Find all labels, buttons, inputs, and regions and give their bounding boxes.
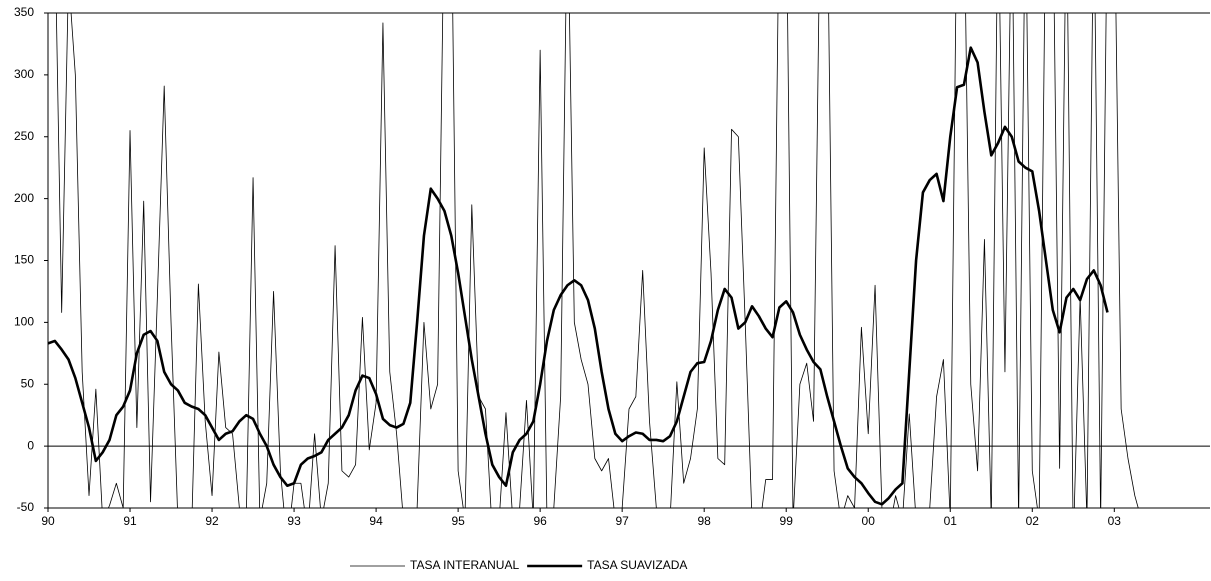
x-tick-label: 95 bbox=[451, 514, 465, 528]
y-tick-label: 300 bbox=[14, 67, 34, 81]
x-tick-label: 98 bbox=[698, 514, 712, 528]
x-tick-label: 99 bbox=[780, 514, 794, 528]
y-tick-label: 150 bbox=[14, 253, 34, 267]
x-tick-label: 91 bbox=[123, 514, 137, 528]
x-tick-label: 96 bbox=[533, 514, 547, 528]
y-tick-label: 200 bbox=[14, 191, 34, 205]
series-line bbox=[48, 46, 1109, 506]
series-line bbox=[55, 13, 1139, 508]
legend-label: TASA INTERANUAL bbox=[410, 558, 519, 572]
x-tick-label: 02 bbox=[1026, 514, 1040, 528]
x-tick-label: 00 bbox=[862, 514, 876, 528]
legend-label: TASA SUAVIZADA bbox=[587, 558, 687, 572]
plot-area bbox=[48, 13, 1139, 508]
x-tick-label: 94 bbox=[369, 514, 383, 528]
x-tick-label: 03 bbox=[1108, 514, 1122, 528]
y-tick-label: 250 bbox=[14, 129, 34, 143]
x-tick-label: 90 bbox=[41, 514, 55, 528]
y-tick-label: 50 bbox=[21, 376, 35, 390]
y-tick-label: 350 bbox=[14, 5, 34, 19]
x-tick-label: 93 bbox=[287, 514, 301, 528]
x-tick-label: 92 bbox=[205, 514, 219, 528]
x-tick-label: 97 bbox=[615, 514, 629, 528]
y-tick-label: 0 bbox=[27, 438, 34, 452]
y-tick-label: -50 bbox=[17, 500, 35, 514]
x-tick-label: 01 bbox=[944, 514, 958, 528]
y-tick-label: 100 bbox=[14, 315, 34, 329]
